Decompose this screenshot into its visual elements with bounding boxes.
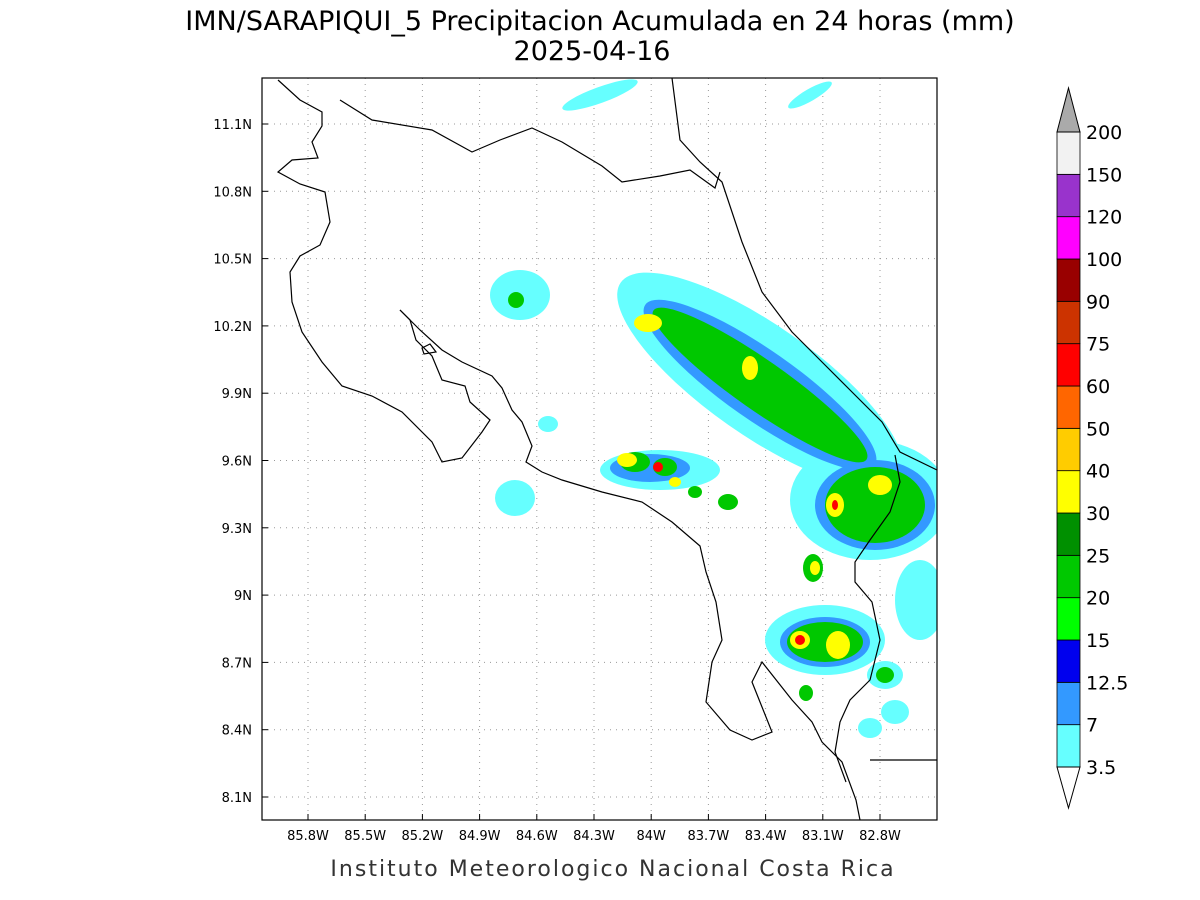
lon-label: 84W — [636, 829, 666, 844]
colorbar: 3.5 7 12.5 15 20 25 30 40 50 60 75 90 100 120 150 200 — [1056, 86, 1128, 810]
lon-label: 83.4W — [745, 829, 787, 844]
colorbar-swatch — [1056, 427, 1081, 472]
title: IMN/SARAPIQUI_5 Precipitacion Acumulada … — [185, 6, 1014, 37]
lat-label: 8.1N — [222, 791, 252, 806]
colorbar-label: 20 — [1086, 588, 1110, 610]
lat-label: 9N — [234, 589, 252, 604]
lon-label: 85.8W — [287, 829, 329, 844]
colorbar-swatch — [1056, 597, 1081, 641]
map-frame — [261, 77, 938, 821]
colorbar-label: 90 — [1086, 291, 1110, 313]
lat-label: 10.5N — [213, 253, 252, 268]
colorbar-swatch — [1056, 258, 1081, 302]
date: 2025-04-16 — [514, 36, 671, 67]
colorbar-swatch — [1056, 216, 1081, 260]
precipitation — [490, 79, 937, 738]
colorbar-label: 30 — [1086, 503, 1110, 525]
colorbar-swatch — [1056, 554, 1081, 599]
lat-label: 10.2N — [213, 320, 252, 335]
lat-label: 9.6N — [222, 455, 252, 470]
lon-label: 83.1W — [802, 829, 844, 844]
colorbar-label: 100 — [1086, 249, 1122, 271]
colorbar-label: 60 — [1086, 376, 1110, 398]
lat-label: 8.4N — [222, 724, 252, 739]
colorbar-label: 7 — [1086, 715, 1098, 737]
lat-label: 8.7N — [222, 656, 252, 671]
colorbar-swatch — [1056, 173, 1081, 218]
colorbar-label: 120 — [1086, 207, 1122, 229]
colorbar-label: 15 — [1086, 630, 1110, 652]
colorbar-swatch — [1056, 385, 1081, 429]
colorbar-label: 50 — [1086, 418, 1110, 440]
colorbar-label: 40 — [1086, 461, 1110, 483]
colorbar-swatch — [1056, 300, 1081, 345]
lon-label: 85.2W — [401, 829, 443, 844]
lat-label: 10.8N — [213, 185, 252, 200]
colorbar-swatch — [1056, 343, 1081, 387]
colorbar-label: 12.5 — [1086, 672, 1128, 694]
lon-label: 82.8W — [859, 829, 901, 844]
lon-label: 84.6W — [516, 829, 558, 844]
colorbar-swatch — [1056, 470, 1081, 514]
colorbar-label: 3.5 — [1086, 757, 1116, 779]
colorbar-over — [1056, 86, 1081, 133]
grid: 11.1N 10.8N 10.5N 10.2N 9.9N 9.6N 9.3N 9N 8.7N 8.… — [213, 78, 937, 844]
colorbar-label: 150 — [1086, 164, 1122, 186]
lon-label: 84.3W — [573, 829, 615, 844]
lat-label: 9.9N — [222, 387, 252, 402]
footer: Instituto Meteorologico Nacional Costa R… — [330, 857, 895, 882]
lon-label: 83.7W — [687, 829, 729, 844]
colorbar-label: 25 — [1086, 545, 1110, 567]
colorbar-under — [1056, 766, 1081, 810]
coastline — [276, 78, 937, 820]
lon-label: 85.5W — [344, 829, 386, 844]
colorbar-swatch — [1056, 512, 1081, 556]
lat-label: 11.1N — [213, 118, 252, 133]
lon-label: 84.9W — [459, 829, 501, 844]
colorbar-swatch — [1056, 131, 1081, 175]
colorbar-label: 75 — [1086, 334, 1110, 356]
lat-label: 9.3N — [222, 522, 252, 537]
colorbar-swatch — [1056, 724, 1081, 768]
colorbar-swatch — [1056, 639, 1081, 683]
colorbar-label: 200 — [1086, 122, 1122, 144]
colorbar-swatch — [1056, 681, 1081, 726]
